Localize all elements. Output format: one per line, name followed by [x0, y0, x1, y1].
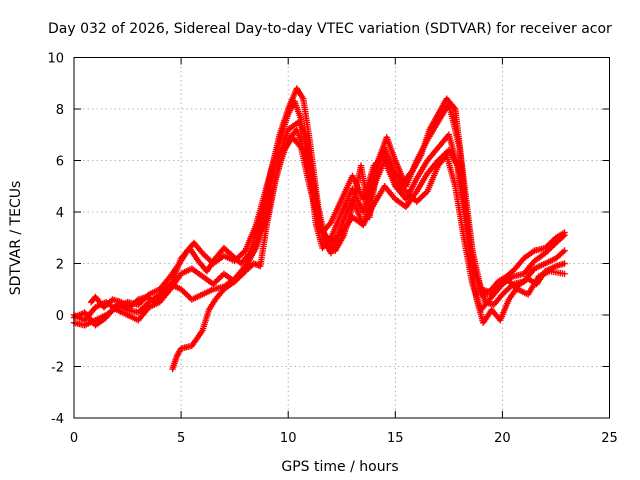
y-tick-label: 6: [56, 155, 64, 170]
y-tick-label: 10: [47, 52, 64, 67]
x-axis-ticks: 0 5 10 15 20 25: [70, 57, 618, 446]
data-point-marker: [561, 270, 568, 277]
series-trace-e: [87, 85, 568, 311]
data-point-marker: [561, 247, 568, 254]
x-tick-label: 10: [280, 431, 297, 446]
y-tick-label: 8: [56, 103, 64, 118]
y-tick-label: 2: [56, 258, 64, 273]
x-tick-label: 25: [601, 431, 618, 446]
series-trace-d: [70, 126, 568, 329]
x-tick-label: 5: [177, 431, 185, 446]
y-tick-label: 4: [56, 206, 64, 221]
data-point-marker: [561, 260, 568, 267]
y-tick-label: 0: [56, 309, 64, 324]
x-tick-label: 20: [494, 431, 511, 446]
data-point-marker: [559, 248, 567, 256]
y-tick-label: -2: [51, 361, 64, 376]
data-point-marker: [561, 229, 568, 236]
x-axis-label: GPS time / hours: [281, 459, 398, 475]
y-axis-label: SDTVAR / TECUs: [8, 181, 24, 296]
plot-frame: [73, 57, 610, 419]
data-marks: [70, 85, 568, 373]
x-tick-label: 0: [70, 431, 78, 446]
y-axis-ticks: -4 -2 0 2 4 6 8 10: [47, 52, 610, 427]
y-tick-label: -4: [51, 412, 64, 427]
x-tick-label: 15: [387, 431, 404, 446]
chart-title: Day 032 of 2026, Sidereal Day-to-day VTE…: [48, 21, 612, 37]
